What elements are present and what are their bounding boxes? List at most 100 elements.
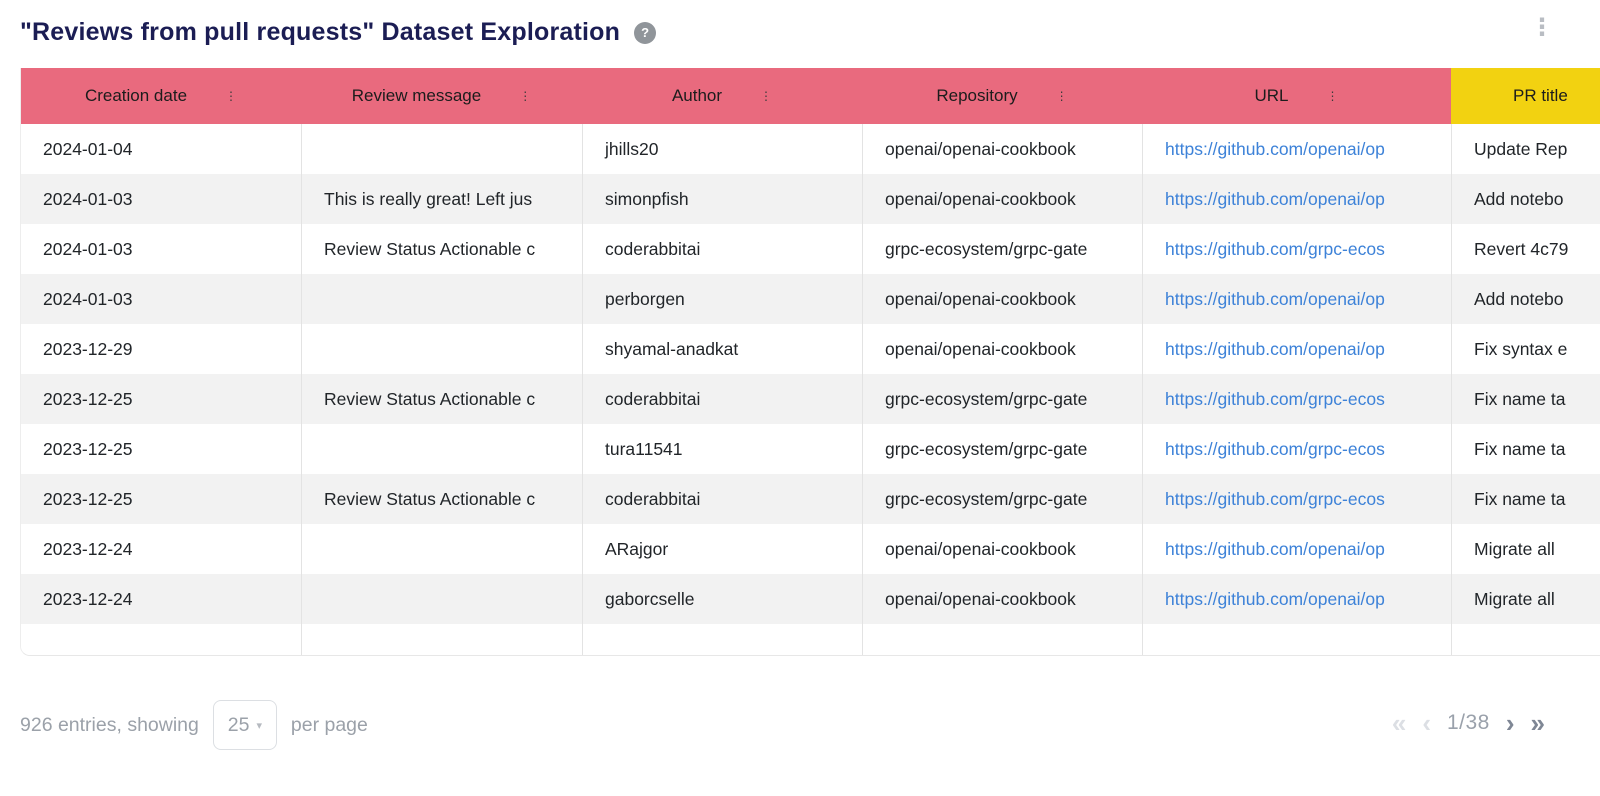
table-row: 2023-12-29 shyamal-anadkat openai/openai-c… (21, 324, 1600, 374)
page-size-value: 25 (227, 713, 250, 736)
next-page-icon[interactable]: › (1505, 708, 1515, 738)
cell-repository: grpc-ecosystem/grpc-gate (862, 424, 1142, 474)
table-row: 2023-12-25 Review Status Actionable c code… (21, 374, 1600, 424)
cell-url: https://github.com/openai/op (1142, 124, 1451, 174)
column-menu-icon[interactable]: ⋮ (760, 89, 773, 103)
table-header-row: Creation date ⋮ Review message ⋮ Author … (21, 68, 1600, 124)
cell-review-message (301, 124, 582, 174)
column-menu-icon[interactable]: ⋮ (225, 89, 238, 103)
cell-repository: grpc-ecosystem/grpc-gate (862, 374, 1142, 424)
column-header-review-message[interactable]: Review message ⋮ (301, 68, 582, 124)
column-header-pr-title[interactable]: PR title (1451, 68, 1600, 124)
column-header-label: URL (1254, 86, 1289, 105)
page-title: "Reviews from pull requests" Dataset Exp… (20, 18, 621, 46)
table-row: 2024-01-04 jhills20 openai/openai-cookbook… (21, 124, 1600, 174)
page-indicator: 1/38 (1446, 711, 1490, 734)
url-link[interactable]: https://github.com/openai/op (1165, 288, 1385, 309)
cell-pr-title: Fix name ta (1451, 474, 1600, 524)
entries-count-text: 926 entries, showing (20, 713, 199, 736)
url-link[interactable]: https://github.com/openai/op (1165, 338, 1385, 359)
cell-pr-title: Fix name ta (1451, 424, 1600, 474)
help-icon[interactable]: ? (634, 21, 657, 44)
cell-creation-date: 2024-01-03 (43, 288, 133, 309)
table-row: 2023-12-25 Review Status Actionable c code… (21, 474, 1600, 524)
table-row: 2024-01-03 Review Status Actionable c code… (21, 224, 1600, 274)
cell-author: shyamal-anadkat (582, 324, 862, 374)
chevron-down-icon: ▾ (256, 719, 262, 732)
cell-pr-title: Revert 4c79 (1451, 224, 1600, 274)
cell-review-message: This is really great! Left jus (301, 174, 582, 224)
cell-author: coderabbitai (582, 224, 862, 274)
cell-review-message (301, 524, 582, 574)
cell-author: coderabbitai (582, 474, 862, 524)
cell-url: https://github.com/grpc-ecos (1142, 224, 1451, 274)
cell-url: https://github.com/openai/op (1142, 274, 1451, 324)
cell-review-message (301, 574, 582, 624)
column-menu-icon[interactable]: ⋮ (519, 89, 532, 103)
column-header-creation-date[interactable]: Creation date ⋮ (21, 68, 301, 124)
page-size-select[interactable]: 25 ▾ (212, 700, 277, 750)
per-page-label: per page (290, 713, 368, 736)
data-table: Creation date ⋮ Review message ⋮ Author … (20, 68, 1600, 656)
column-menu-icon[interactable]: ⋮ (1326, 89, 1339, 103)
cell-review-message: Review Status Actionable c (301, 224, 582, 274)
first-page-icon[interactable]: « (1391, 708, 1407, 738)
last-page-icon[interactable]: » (1530, 708, 1545, 738)
cell-url: https://github.com/grpc-ecos (1142, 474, 1451, 524)
column-header-author[interactable]: Author ⋮ (582, 68, 862, 124)
cell-pr-title: Migrate all (1451, 524, 1600, 574)
entries-group: 926 entries, showing 25 ▾ per page (20, 700, 368, 750)
cell-pr-title: Add notebo (1451, 174, 1600, 224)
url-link[interactable]: https://github.com/openai/op (1165, 188, 1385, 209)
cell-url: https://github.com/openai/op (1142, 324, 1451, 374)
table-row: 2024-01-03 This is really great! Left jus… (21, 174, 1600, 224)
url-link[interactable]: https://github.com/grpc-ecos (1165, 488, 1385, 509)
table-row-partial (21, 624, 1600, 655)
column-header-label: Creation date (84, 86, 188, 105)
table-body: 2024-01-04 jhills20 openai/openai-cookbook… (21, 124, 1600, 624)
cell-creation-date: 2023-12-24 (43, 538, 133, 559)
cell-creation-date: 2023-12-29 (43, 338, 133, 359)
cell-creation-date: 2023-12-25 (43, 438, 133, 459)
url-link[interactable]: https://github.com/grpc-ecos (1165, 238, 1385, 259)
cell-author: perborgen (582, 274, 862, 324)
cell-creation-date: 2024-01-03 (43, 238, 133, 259)
url-link[interactable]: https://github.com/grpc-ecos (1165, 388, 1385, 409)
cell-review-message (301, 424, 582, 474)
cell-creation-date: 2024-01-04 (43, 138, 133, 159)
cell-repository: grpc-ecosystem/grpc-gate (862, 224, 1142, 274)
cell-author: coderabbitai (582, 374, 862, 424)
column-header-url[interactable]: URL ⋮ (1142, 68, 1451, 124)
cell-review-message: Review Status Actionable c (301, 374, 582, 424)
cell-repository: openai/openai-cookbook (862, 324, 1142, 374)
url-link[interactable]: https://github.com/openai/op (1165, 588, 1385, 609)
column-header-label: Repository (936, 86, 1018, 105)
url-link[interactable]: https://github.com/openai/op (1165, 538, 1385, 559)
column-header-label: Author (671, 86, 723, 105)
title-bar: "Reviews from pull requests" Dataset Exp… (20, 18, 657, 47)
cell-pr-title: Update Rep (1451, 124, 1600, 174)
table-row: 2024-01-03 perborgen openai/openai-cookboo… (21, 274, 1600, 324)
kebab-menu-icon[interactable]: ⋮ (1530, 14, 1554, 41)
cell-url: https://github.com/grpc-ecos (1142, 374, 1451, 424)
column-header-label: Review message (351, 86, 482, 105)
column-menu-icon[interactable]: ⋮ (1055, 89, 1068, 103)
cell-pr-title: Fix name ta (1451, 374, 1600, 424)
cell-repository: openai/openai-cookbook (862, 574, 1142, 624)
cell-pr-title: Migrate all (1451, 574, 1600, 624)
url-link[interactable]: https://github.com/openai/op (1165, 138, 1385, 159)
cell-repository: openai/openai-cookbook (862, 124, 1142, 174)
cell-repository: openai/openai-cookbook (862, 274, 1142, 324)
cell-creation-date: 2023-12-25 (43, 388, 133, 409)
cell-pr-title: Add notebo (1451, 274, 1600, 324)
column-header-repository[interactable]: Repository ⋮ (862, 68, 1142, 124)
cell-author: simonpfish (582, 174, 862, 224)
table-row: 2023-12-24 ARajgor openai/openai-cookbook h… (21, 524, 1600, 574)
cell-creation-date: 2024-01-03 (43, 188, 133, 209)
cell-url: https://github.com/grpc-ecos (1142, 424, 1451, 474)
pagination: « ‹ 1/38 › » (1392, 710, 1545, 736)
column-header-label: PR title (1513, 86, 1568, 105)
prev-page-icon[interactable]: ‹ (1422, 708, 1431, 738)
url-link[interactable]: https://github.com/grpc-ecos (1165, 438, 1385, 459)
